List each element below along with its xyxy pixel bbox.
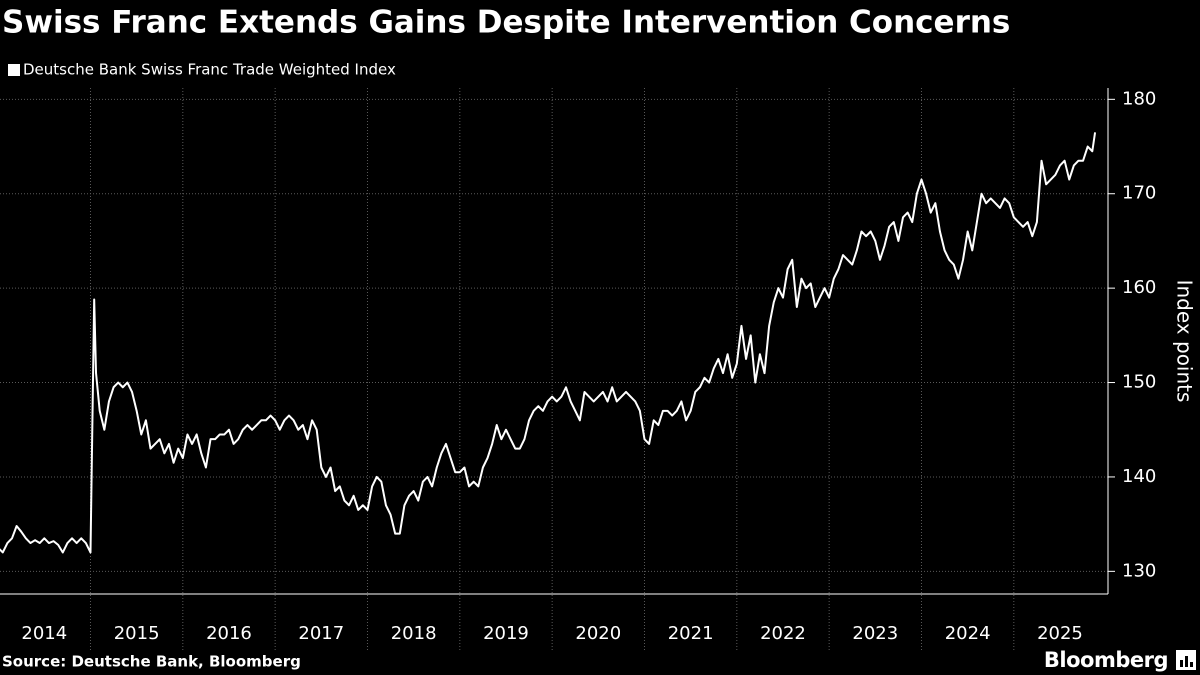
y-tick-label: 180: [1122, 88, 1156, 109]
x-tick-label: 2014: [21, 623, 67, 644]
y-axis-label: Index points: [1173, 280, 1197, 403]
legend-label: Deutsche Bank Swiss Franc Trade Weighted…: [23, 61, 396, 79]
y-tick-label: 130: [1122, 560, 1156, 581]
icon-bar: [1185, 656, 1188, 667]
legend-swatch: [8, 64, 20, 76]
icon-bar: [1180, 660, 1183, 667]
y-tick-label: 160: [1122, 277, 1156, 298]
x-tick-label: 2025: [1037, 623, 1083, 644]
icon-bar: [1190, 662, 1193, 667]
y-tick-label: 140: [1122, 466, 1156, 487]
x-tick-label: 2021: [668, 623, 714, 644]
x-tick-label: 2018: [391, 623, 437, 644]
y-tick-label: 150: [1122, 372, 1156, 393]
source-note: Source: Deutsche Bank, Bloomberg: [2, 653, 301, 671]
x-tick-label: 2022: [760, 623, 806, 644]
x-tick-label: 2016: [206, 623, 252, 644]
x-tick-label: 2024: [945, 623, 991, 644]
x-tick-label: 2020: [575, 623, 621, 644]
y-tick-label: 170: [1122, 183, 1156, 204]
x-tick-label: 2015: [114, 623, 160, 644]
brand-icon-bars: [1180, 656, 1193, 667]
x-tick-label: 2019: [483, 623, 529, 644]
x-tick-label: 2017: [298, 623, 344, 644]
data-line: [0, 132, 1097, 554]
brand-logo: Bloomberg: [1044, 648, 1168, 672]
x-tick-label: 2023: [852, 623, 898, 644]
chart-title: Swiss Franc Extends Gains Despite Interv…: [2, 5, 1010, 41]
